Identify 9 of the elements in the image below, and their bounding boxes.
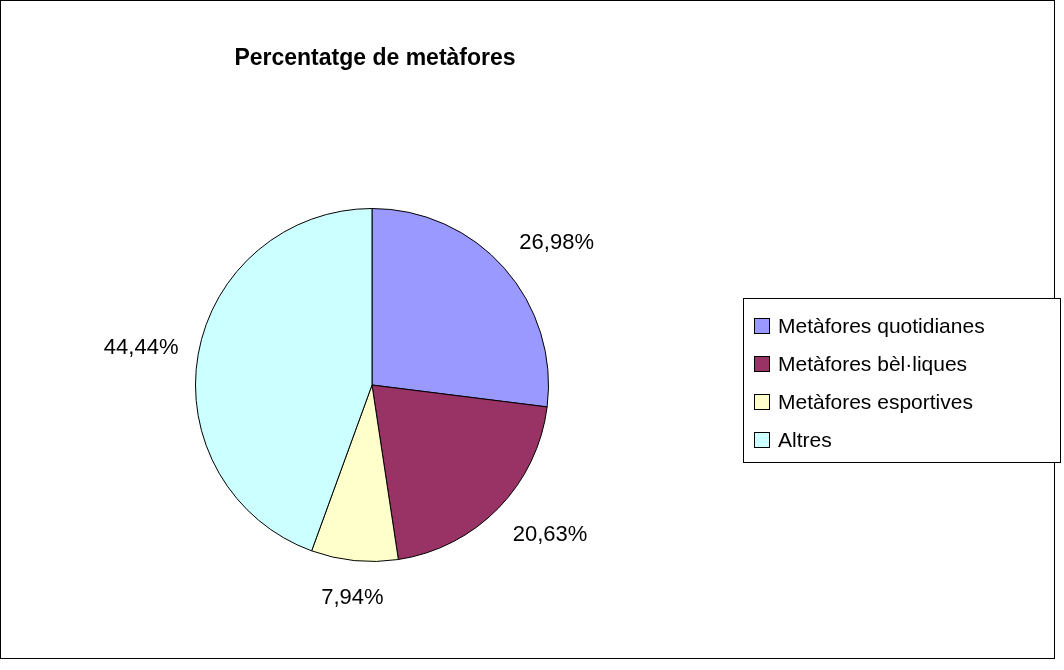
legend-label: Altres <box>778 428 832 452</box>
data-label: 20,63% <box>512 520 588 546</box>
data-label: 7,94% <box>321 584 384 610</box>
chart-title: Percentatge de metàfores <box>233 44 517 71</box>
legend-label: Metàfores quotidianes <box>778 314 985 338</box>
legend-label: Metàfores bèl·liques <box>778 352 968 376</box>
legend-label: Metàfores esportives <box>778 390 973 414</box>
data-label: 44,44% <box>103 333 179 359</box>
data-label: 26,98% <box>519 229 594 255</box>
